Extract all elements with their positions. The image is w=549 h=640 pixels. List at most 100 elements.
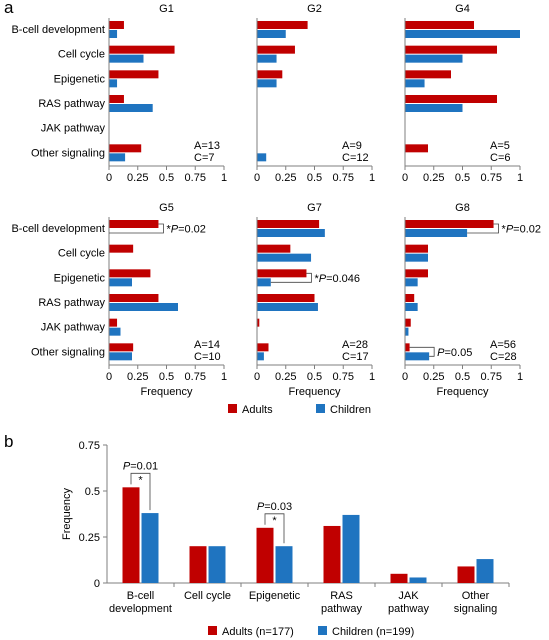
bar-G7-1-1 <box>257 253 312 262</box>
bar-G4-1-0 <box>405 30 520 38</box>
count-adults: A=14 <box>194 339 220 351</box>
x-tick-label: 0.5 <box>159 371 174 383</box>
significance-bracket-b <box>130 472 151 511</box>
bar-G5-0-2 <box>109 269 151 278</box>
x-axis-label: Frequency <box>141 386 193 398</box>
count-children: C=7 <box>194 152 215 164</box>
category-label: B-cell development <box>11 24 105 36</box>
bar-b-0-2 <box>256 527 274 583</box>
bar-G7-0-5 <box>257 343 269 352</box>
bar-G8-1-1 <box>405 253 428 262</box>
bar-b-1-0 <box>141 513 159 583</box>
category-label-b: pathway <box>321 603 362 615</box>
x-tick-label: 0.75 <box>481 371 502 383</box>
count-adults: A=5 <box>490 140 510 152</box>
category-label: Other signaling <box>31 147 105 159</box>
category-label-b: JAK <box>398 590 419 602</box>
significance-bracket <box>467 223 499 234</box>
significance-bracket <box>270 272 312 283</box>
x-tick-label: 0 <box>254 371 260 383</box>
panel-a-label: a <box>4 0 14 17</box>
count-adults: A=13 <box>194 140 220 152</box>
category-label: Cell cycle <box>58 49 105 61</box>
panel-title-G5: G5 <box>159 202 174 214</box>
x-tick-label: 0.25 <box>275 172 296 184</box>
bar-G7-1-2 <box>257 278 271 287</box>
bar-G2-0-2 <box>257 70 283 79</box>
p-value-label-b: P=0.01 <box>123 460 158 472</box>
bar-b-0-4 <box>390 573 408 583</box>
legend-label-b: Adults (n=177) <box>222 626 294 638</box>
category-label-b: B-cell <box>127 590 155 602</box>
bar-G5-0-5 <box>109 343 134 352</box>
bar-G1-0-3 <box>109 95 124 103</box>
count-children: C=6 <box>490 152 511 164</box>
x-tick-label: 0.5 <box>159 172 174 184</box>
x-axis-label: Frequency <box>289 386 341 398</box>
bar-G1-0-1 <box>109 45 175 54</box>
count-children: C=12 <box>342 152 369 164</box>
bar-G2-1-5 <box>257 153 267 162</box>
x-tick-label: 0.75 <box>185 172 206 184</box>
bar-G8-0-4 <box>405 318 411 327</box>
x-tick-label: 0 <box>106 172 112 184</box>
x-tick-label: 0.5 <box>455 371 470 383</box>
bar-G1-0-0 <box>109 21 124 29</box>
legend-swatch <box>228 404 237 413</box>
category-label-b: Other <box>462 590 490 602</box>
bar-b-0-1 <box>189 546 207 583</box>
x-tick-label: 1 <box>369 371 375 383</box>
bar-G1-1-0 <box>109 30 118 38</box>
bar-G1-1-3 <box>109 104 153 112</box>
bar-G1-1-2 <box>109 79 118 88</box>
bar-G1-0-2 <box>109 70 159 79</box>
x-tick-label: 0.25 <box>423 172 444 184</box>
bar-G2-1-2 <box>257 79 277 88</box>
x-tick-label: 0 <box>402 172 408 184</box>
x-tick-label: 0.25 <box>127 172 148 184</box>
bar-G5-1-4 <box>109 327 121 336</box>
bar-G5-1-3 <box>109 303 178 311</box>
bar-G2-0-0 <box>257 21 308 29</box>
bar-b-1-5 <box>476 559 494 583</box>
bar-G7-1-3 <box>257 303 318 311</box>
bar-G8-1-5 <box>405 352 430 361</box>
bar-G4-0-2 <box>405 70 451 79</box>
bar-G2-1-1 <box>257 54 277 63</box>
x-tick-label: 0.5 <box>307 371 322 383</box>
category-label-b: development <box>109 603 172 615</box>
legend-swatch <box>316 404 325 413</box>
p-value-label: *P=0.046 <box>314 273 360 285</box>
bar-G8-0-0 <box>405 220 494 228</box>
bar-b-1-4 <box>409 577 427 583</box>
category-label: Other signaling <box>31 346 105 358</box>
count-adults: A=9 <box>342 140 362 152</box>
bar-G1-1-1 <box>109 54 144 63</box>
category-label: Epigenetic <box>54 73 106 85</box>
count-children: C=17 <box>342 351 369 363</box>
category-label: RAS pathway <box>38 98 105 110</box>
significance-star-b: * <box>138 474 143 486</box>
x-tick-label: 0 <box>106 371 112 383</box>
bar-G7-1-5 <box>257 352 264 361</box>
category-label: JAK pathway <box>41 123 106 135</box>
y-tick-label: 0 <box>94 578 100 590</box>
bar-b-1-1 <box>208 546 226 583</box>
bar-G7-0-2 <box>257 269 307 278</box>
bar-G2-1-0 <box>257 30 286 38</box>
category-label: Cell cycle <box>58 248 105 260</box>
bar-G5-0-1 <box>109 244 134 253</box>
p-value-label: *P=0.02 <box>166 224 205 236</box>
y-tick-label: 0.25 <box>79 532 100 544</box>
x-tick-label: 1 <box>221 172 227 184</box>
bar-G4-1-2 <box>405 79 425 88</box>
significance-bracket-b <box>264 513 285 544</box>
panel-title-G4: G4 <box>455 3 470 15</box>
category-label: B-cell development <box>11 223 105 235</box>
x-axis-label: Frequency <box>437 386 489 398</box>
category-label-b: Epigenetic <box>249 590 301 602</box>
x-tick-label: 0.5 <box>307 172 322 184</box>
bar-G7-0-3 <box>257 294 315 302</box>
x-tick-label: 0.75 <box>185 371 206 383</box>
